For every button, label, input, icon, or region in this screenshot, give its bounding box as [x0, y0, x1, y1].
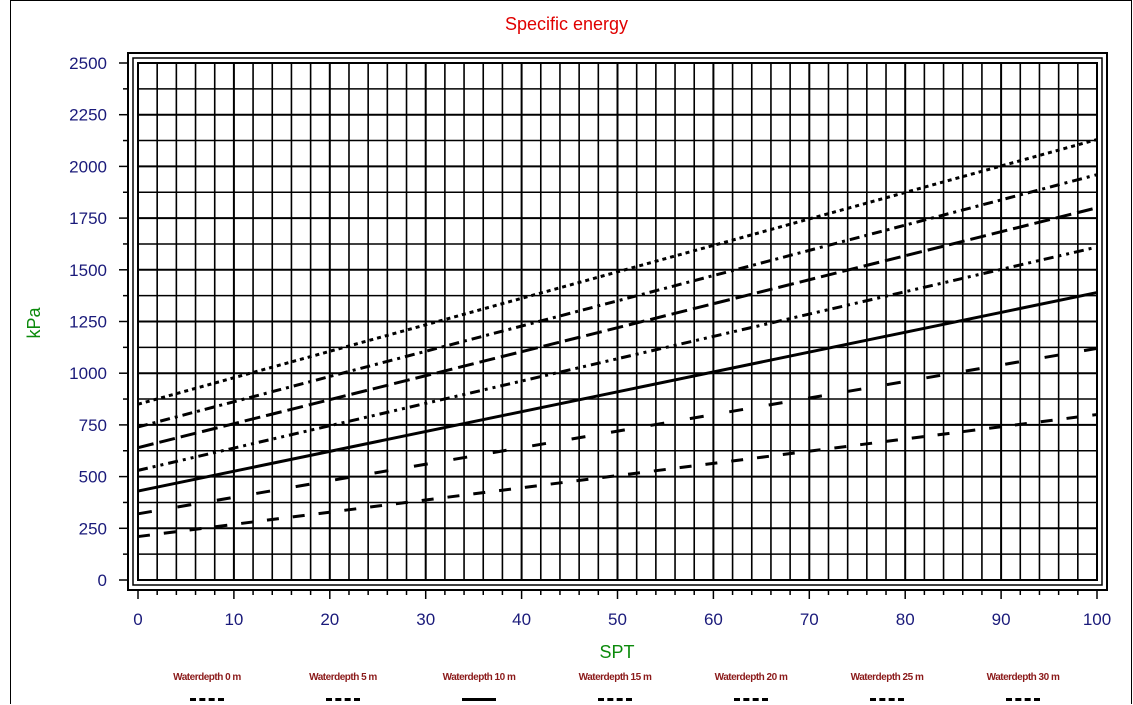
chart-frame: [10, 0, 1132, 704]
legend-item: Waterdepth 30 m: [963, 672, 1083, 701]
legend-label: Waterdepth 0 m: [173, 672, 241, 683]
y-tick-label: 1500: [69, 261, 107, 280]
legend-item: Waterdepth 15 m: [555, 672, 675, 701]
x-tick-label: 20: [320, 610, 339, 629]
series-line-5: [137, 173, 1098, 429]
y-tick-label: 250: [79, 519, 107, 538]
y-tick-label: 2500: [69, 54, 107, 73]
legend-swatch: [598, 698, 632, 701]
series-line-6: [137, 138, 1098, 406]
y-tick-label: 500: [79, 468, 107, 487]
chart-title: Specific energy: [504, 14, 629, 34]
legend-item: Waterdepth 25 m: [827, 672, 947, 701]
y-tick-label: 0: [98, 571, 107, 590]
legend-item: Waterdepth 20 m: [691, 672, 811, 701]
legend: Waterdepth 0 m Waterdepth 5 m Waterdepth 1…: [0, 672, 1133, 705]
plot-area-border: [137, 62, 1098, 581]
y-axis-label: kPa: [24, 307, 44, 339]
x-tick-label: 0: [133, 610, 142, 629]
legend-swatch: [326, 698, 360, 701]
x-axis: 0 10 20 30 40 50 60 70 80 90 100: [133, 590, 1111, 629]
y-axis: 0 250 500 750 1000 1250 1500 1750 2000 2250 2500: [69, 54, 128, 590]
y-tick-label: 750: [79, 416, 107, 435]
legend-swatch: [870, 698, 904, 701]
legend-label: Waterdepth 10 m: [442, 672, 516, 683]
series-line-3: [137, 245, 1098, 472]
y-tick-label: 1250: [69, 313, 107, 332]
legend-label: Waterdepth 5 m: [309, 672, 377, 683]
x-tick-label: 80: [896, 610, 915, 629]
legend-item: Waterdepth 0 m: [147, 672, 267, 701]
y-tick-label: 2250: [69, 106, 107, 125]
series-group: [137, 138, 1098, 539]
x-tick-label: 90: [992, 610, 1011, 629]
y-tick-label: 2000: [69, 157, 107, 176]
x-tick-label: 70: [800, 610, 819, 629]
x-tick-label: 10: [224, 610, 243, 629]
legend-label: Waterdepth 20 m: [714, 672, 788, 683]
y-tick-label: 1750: [69, 209, 107, 228]
legend-item: Waterdepth 10 m: [419, 672, 539, 701]
legend-item: Waterdepth 5 m: [283, 672, 403, 701]
y-tick-label: 1000: [69, 364, 107, 383]
series-line-4: [137, 206, 1098, 450]
x-tick-label: 100: [1083, 610, 1111, 629]
series-line-0: [137, 413, 1098, 539]
legend-label: Waterdepth 30 m: [986, 672, 1060, 683]
x-axis-label: SPT: [599, 642, 634, 662]
legend-swatch: [462, 698, 496, 701]
series-line-2: [137, 291, 1098, 493]
legend-swatch: [734, 698, 768, 701]
x-tick-label: 30: [416, 610, 435, 629]
x-tick-label: 40: [512, 610, 531, 629]
legend-swatch: [190, 698, 224, 701]
x-tick-label: 60: [704, 610, 723, 629]
legend-label: Waterdepth 15 m: [578, 672, 652, 683]
inner-border: [132, 57, 1103, 586]
series-line-1: [137, 346, 1098, 516]
legend-label: Waterdepth 25 m: [850, 672, 924, 683]
x-tick-label: 50: [608, 610, 627, 629]
legend-swatch: [1006, 698, 1040, 701]
